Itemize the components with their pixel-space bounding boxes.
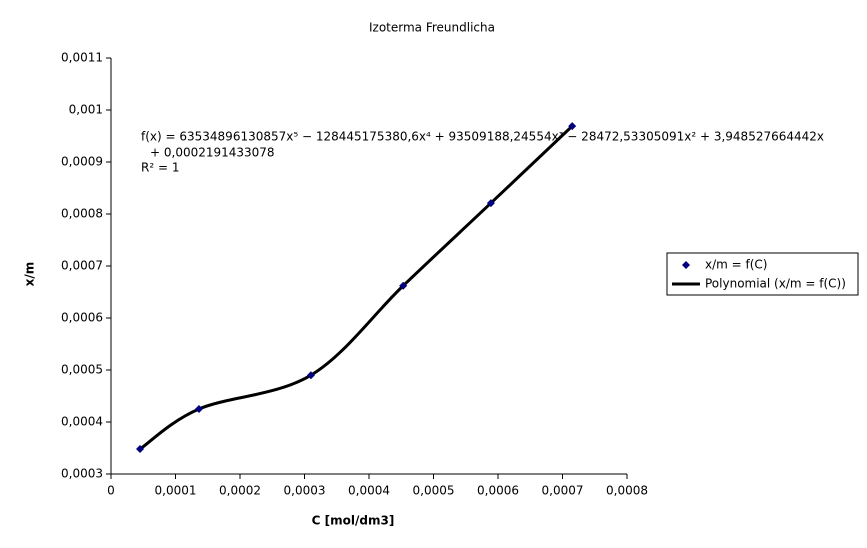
x-axis-label: C [mol/dm3] [312, 514, 395, 528]
y-tick-label: 0,0003 [61, 467, 103, 481]
equation: f(x) = 63534896130857x⁵ − 128445175380,6… [141, 130, 824, 144]
x-tick-label: 0,0005 [413, 484, 455, 498]
x-tick-label: 0,0007 [542, 484, 584, 498]
legend-marker [682, 261, 690, 269]
y-tick-label: 0,0011 [61, 51, 103, 65]
legend-label: x/m = f(C) [705, 258, 767, 272]
r-squared: R² = 1 [141, 161, 179, 175]
x-tick-label: 0,0006 [477, 484, 519, 498]
trendline [139, 125, 574, 451]
y-tick-label: 0,0008 [61, 207, 103, 221]
y-tick-label: 0,0005 [61, 363, 103, 377]
point [486, 199, 495, 208]
x-tick-label: 0,0008 [606, 484, 648, 498]
x-tick-label: 0,0001 [155, 484, 197, 498]
y-axis-label: x/m [23, 262, 37, 287]
x-tick-label: 0,0004 [348, 484, 390, 498]
x-tick-label: 0,0002 [219, 484, 261, 498]
chart-title: Izoterma Freundlicha [369, 21, 495, 35]
x-tick-label: 0,0003 [284, 484, 326, 498]
y-tick-label: 0,0006 [61, 311, 103, 325]
y-tick-label: 0,001 [69, 103, 103, 117]
x-tick-label: 0 [107, 484, 115, 498]
y-tick-label: 0,0004 [61, 415, 103, 429]
point [399, 281, 408, 290]
point [194, 405, 203, 413]
equation: + 0,0002191433078 [150, 146, 275, 160]
legend-box [666, 252, 859, 296]
point [136, 445, 145, 454]
y-tick-label: 0,0007 [61, 259, 103, 273]
legend-label: Polynomial (x/m = f(C)) [705, 277, 846, 291]
y-tick-label: 0,0009 [61, 155, 103, 169]
point [568, 122, 577, 131]
point [306, 371, 315, 380]
